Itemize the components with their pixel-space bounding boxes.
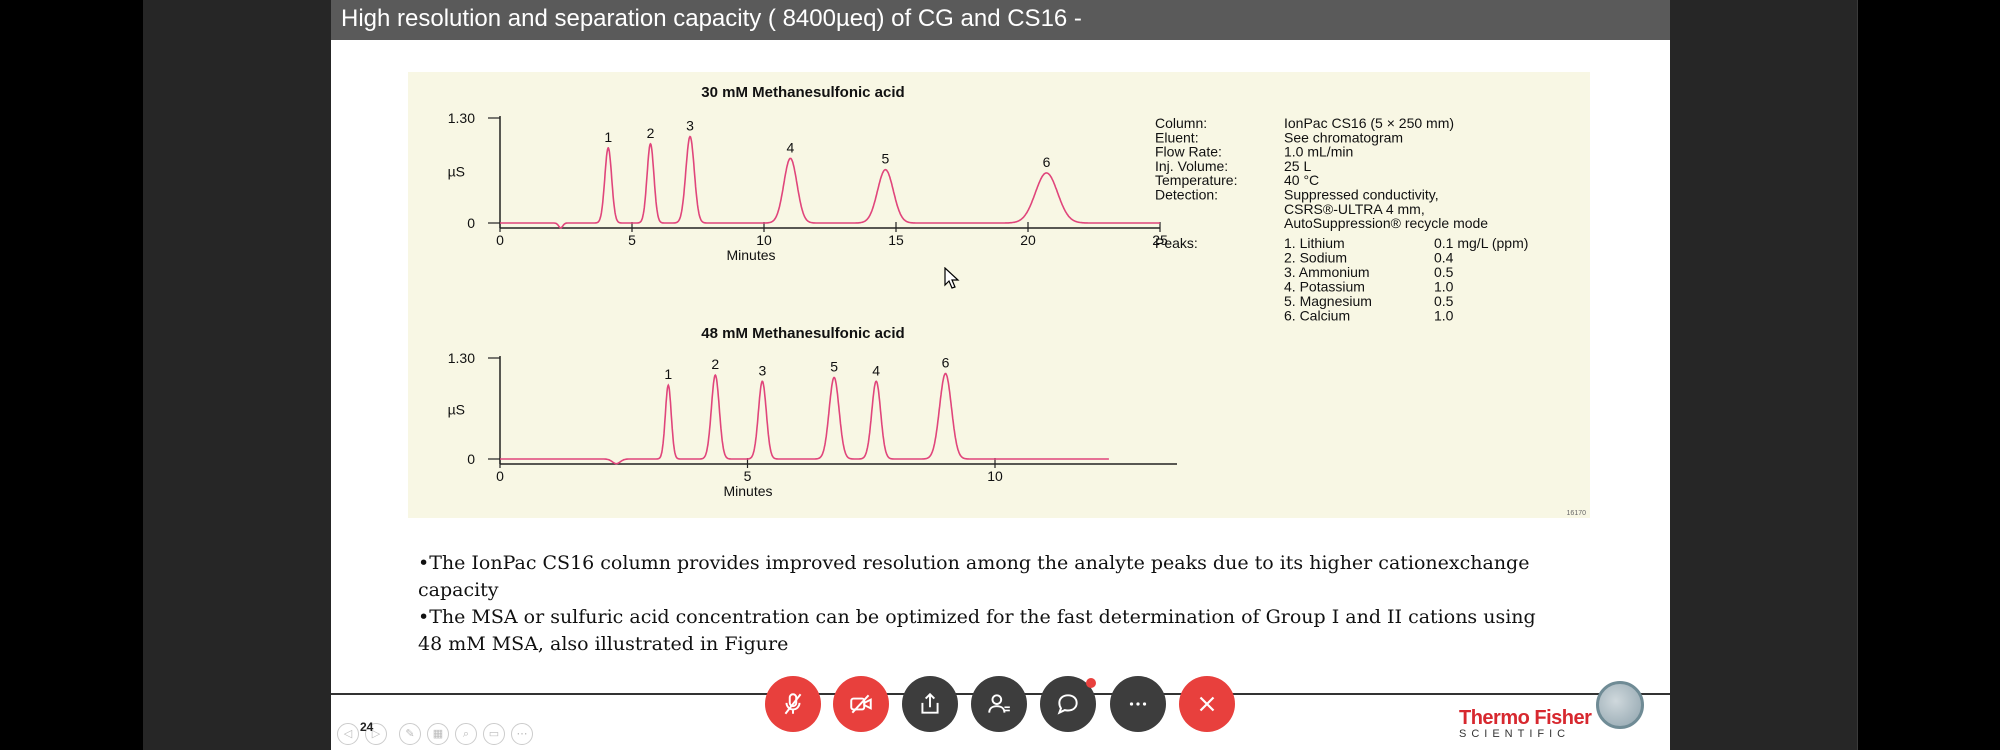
y-tick-label-zero: 0 xyxy=(467,215,475,231)
x-tick-label: 20 xyxy=(1020,232,1036,248)
bullet-list: •The IonPac CS16 column provides improve… xyxy=(418,550,1558,658)
peak-label-6: 6 xyxy=(942,355,950,371)
slides-grid-icon[interactable]: ▦ xyxy=(427,723,449,745)
peak-label-3: 3 xyxy=(758,362,766,378)
microphone-muted-icon xyxy=(784,693,802,715)
x-tick-label: 25 xyxy=(1152,232,1168,248)
info-value: 1.0 mL/min xyxy=(1284,144,1353,160)
x-axis-label: Minutes xyxy=(726,247,775,263)
slide-title-bar: High resolution and separation capacity … xyxy=(331,0,1670,40)
logo-subtitle: SCIENTIFIC xyxy=(1459,728,1571,740)
right-letterbox xyxy=(1670,0,1858,750)
peak-name: 3. Ammonium xyxy=(1284,264,1370,280)
thermo-fisher-logo: Thermo Fisher SCIENTIFIC xyxy=(1459,707,1599,740)
peak-concentration: 1.0 xyxy=(1434,308,1454,324)
subtitles-icon[interactable]: ▭ xyxy=(483,723,505,745)
peak-concentration: 0.5 xyxy=(1434,264,1454,280)
peak-name: 5. Magnesium xyxy=(1284,293,1372,309)
x-tick-label: 0 xyxy=(496,232,504,248)
peak-label-2: 2 xyxy=(647,125,655,141)
self-view-bubble[interactable] xyxy=(1596,681,1644,729)
peak-label-1: 1 xyxy=(664,366,672,382)
chat-icon xyxy=(1057,694,1078,715)
chart-title: 48 mM Methanesulfonic acid xyxy=(701,325,904,342)
video-button[interactable] xyxy=(833,676,889,732)
x-tick-label: 0 xyxy=(496,468,504,484)
peak-label-5: 5 xyxy=(882,151,890,167)
info-value: CSRS®-ULTRA 4 mm, xyxy=(1284,201,1425,217)
info-label: Flow Rate: xyxy=(1155,144,1222,160)
info-label: Detection: xyxy=(1155,187,1218,203)
mute-button[interactable] xyxy=(765,676,821,732)
peak-label-4: 4 xyxy=(872,362,880,378)
y-tick-label-top: 1.30 xyxy=(448,350,475,366)
mouse-cursor xyxy=(944,266,960,294)
y-axis-label: µS xyxy=(448,164,465,180)
peak-label-6: 6 xyxy=(1043,154,1051,170)
peak-label-1: 1 xyxy=(604,129,612,145)
y-tick-label-zero: 0 xyxy=(467,451,475,467)
info-label: Inj. Volume: xyxy=(1155,158,1228,174)
x-axis-label: Minutes xyxy=(723,483,772,499)
logo-wordmark: Thermo Fisher xyxy=(1459,707,1592,729)
x-tick-label: 10 xyxy=(756,232,772,248)
share-icon xyxy=(921,692,939,714)
peak-concentration: 0.1 mg/L (ppm) xyxy=(1434,235,1528,251)
info-value: AutoSuppression® recycle mode xyxy=(1284,215,1488,231)
slide-title: High resolution and separation capacity … xyxy=(341,5,1082,32)
x-tick-label: 15 xyxy=(888,232,904,248)
right-divider xyxy=(1857,0,1858,750)
peak-name: 4. Potassium xyxy=(1284,279,1365,295)
peak-label-5: 5 xyxy=(830,358,838,374)
info-label: Temperature: xyxy=(1155,172,1237,188)
x-tick-label: 5 xyxy=(744,468,752,484)
chromatogram-trace xyxy=(500,135,1160,229)
info-label: Column: xyxy=(1155,115,1207,131)
pen-icon[interactable]: ✎ xyxy=(399,723,421,745)
more-button[interactable] xyxy=(1110,676,1166,732)
peak-concentration: 0.4 xyxy=(1434,250,1454,266)
more-icon xyxy=(1129,702,1147,706)
info-value: Suppressed conductivity, xyxy=(1284,187,1439,203)
leave-meeting-button[interactable] xyxy=(1179,676,1235,732)
info-value: 40 °C xyxy=(1284,172,1319,188)
x-tick-label: 10 xyxy=(987,468,1003,484)
peak-label-2: 2 xyxy=(711,356,719,372)
info-label: Eluent: xyxy=(1155,129,1199,145)
page-number: 24 xyxy=(360,720,374,734)
info-value: See chromatogram xyxy=(1284,129,1403,145)
peaks-label: Peaks: xyxy=(1155,235,1198,251)
chromatogram-figure: 30 mM Methanesulfonic acid 1.30 0 µS 0 5 10 15 2… xyxy=(408,72,1590,518)
peak-name: 6. Calcium xyxy=(1284,308,1350,324)
peak-concentration: 0.5 xyxy=(1434,293,1454,309)
bullet-1: •The IonPac CS16 column provides improve… xyxy=(418,552,1530,601)
prev-slide-icon[interactable]: ◁ xyxy=(337,723,359,745)
participants-button[interactable] xyxy=(971,676,1027,732)
info-value: IonPac CS16 (5 × 250 mm) xyxy=(1284,115,1454,131)
bullet-2: •The MSA or sulfuric acid concentration … xyxy=(418,606,1536,655)
chart-title: 30 mM Methanesulfonic acid xyxy=(701,84,904,101)
more-options-icon[interactable]: ⋯ xyxy=(511,723,533,745)
x-tick-label: 5 xyxy=(628,232,636,248)
figure-code: 16170 xyxy=(1567,510,1587,517)
participants-icon xyxy=(988,694,1010,713)
info-value: 25 L xyxy=(1284,158,1311,174)
share-button[interactable] xyxy=(902,676,958,732)
video-off-icon xyxy=(850,694,872,714)
y-tick-label-top: 1.30 xyxy=(448,110,475,126)
close-icon xyxy=(1199,696,1215,712)
slide: High resolution and separation capacity … xyxy=(331,0,1670,750)
peak-concentration: 1.0 xyxy=(1434,279,1454,295)
peak-name: 2. Sodium xyxy=(1284,250,1347,266)
peak-name: 1. Lithium xyxy=(1284,235,1345,251)
peak-label-4: 4 xyxy=(787,139,795,155)
peak-label-3: 3 xyxy=(686,118,694,134)
next-slide-icon[interactable]: ▷ xyxy=(365,723,387,745)
left-letterbox xyxy=(143,0,331,750)
zoom-icon[interactable]: ⌕ xyxy=(455,723,477,745)
y-axis-label: µS xyxy=(448,402,465,418)
chat-notification-dot xyxy=(1086,678,1096,688)
chromatogram-trace xyxy=(500,372,1109,465)
